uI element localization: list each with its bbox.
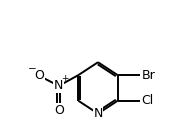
- Text: N: N: [93, 107, 103, 120]
- Text: N: N: [54, 79, 64, 92]
- Text: −: −: [28, 64, 36, 74]
- Text: O: O: [54, 104, 64, 117]
- Text: O: O: [34, 69, 44, 82]
- Text: +: +: [61, 74, 68, 83]
- Text: Cl: Cl: [141, 94, 153, 107]
- Text: Br: Br: [141, 69, 155, 82]
